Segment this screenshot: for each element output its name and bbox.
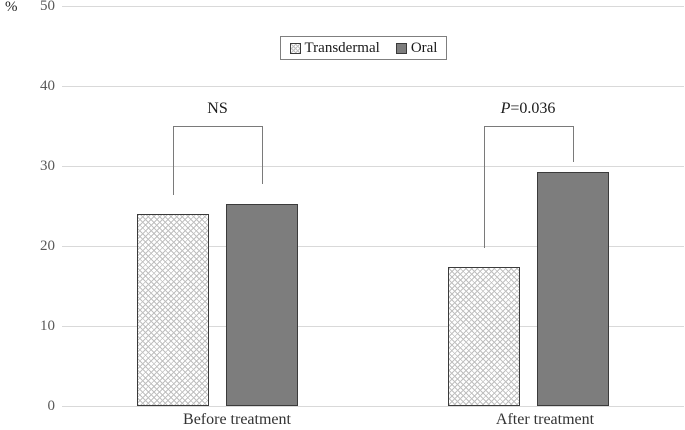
gridline-10 (62, 326, 684, 327)
bar-transdermal-0 (137, 214, 209, 406)
legend-item-oral: Oral (395, 39, 438, 57)
x-category-label-1: After treatment (495, 411, 595, 428)
y-axis-unit-label: % (5, 0, 18, 15)
bracket-top-0 (173, 126, 262, 127)
y-tick-label-20: 20 (40, 237, 55, 254)
significance-label-0: NS (207, 100, 228, 117)
gridline-50 (62, 6, 684, 7)
bracket-leg-0-0 (173, 126, 174, 195)
legend-label: Transdermal (304, 39, 380, 56)
y-tick-label-10: 10 (40, 317, 55, 334)
bar-transdermal-1 (447, 266, 520, 406)
bar-oral-1 (536, 171, 609, 406)
y-tick-label-50: 50 (40, 0, 55, 14)
legend-label: Oral (410, 39, 438, 56)
legend-item-transdermal: Transdermal (289, 39, 380, 57)
significance-label-1: P=0.036 (500, 100, 556, 117)
legend-swatch-solid-icon (395, 42, 407, 54)
gridline-40 (62, 86, 684, 87)
y-tick-label-40: 40 (40, 77, 55, 94)
y-tick-label-0: 0 (47, 397, 56, 414)
x-category-label-0: Before treatment (183, 411, 291, 428)
bracket-leg-0-1 (262, 126, 263, 185)
bracket-top-1 (483, 126, 573, 127)
y-tick-label-30: 30 (40, 157, 55, 174)
gridline-20 (62, 246, 684, 247)
gridline-30 (62, 166, 684, 167)
gridline-0 (62, 406, 684, 407)
legend-swatch-hatched-icon (289, 42, 301, 54)
bracket-leg-1-1 (572, 126, 574, 162)
chart-legend: Transdermal Oral (280, 36, 447, 60)
bar-oral-0 (226, 203, 298, 406)
bracket-leg-1-0 (483, 126, 485, 248)
